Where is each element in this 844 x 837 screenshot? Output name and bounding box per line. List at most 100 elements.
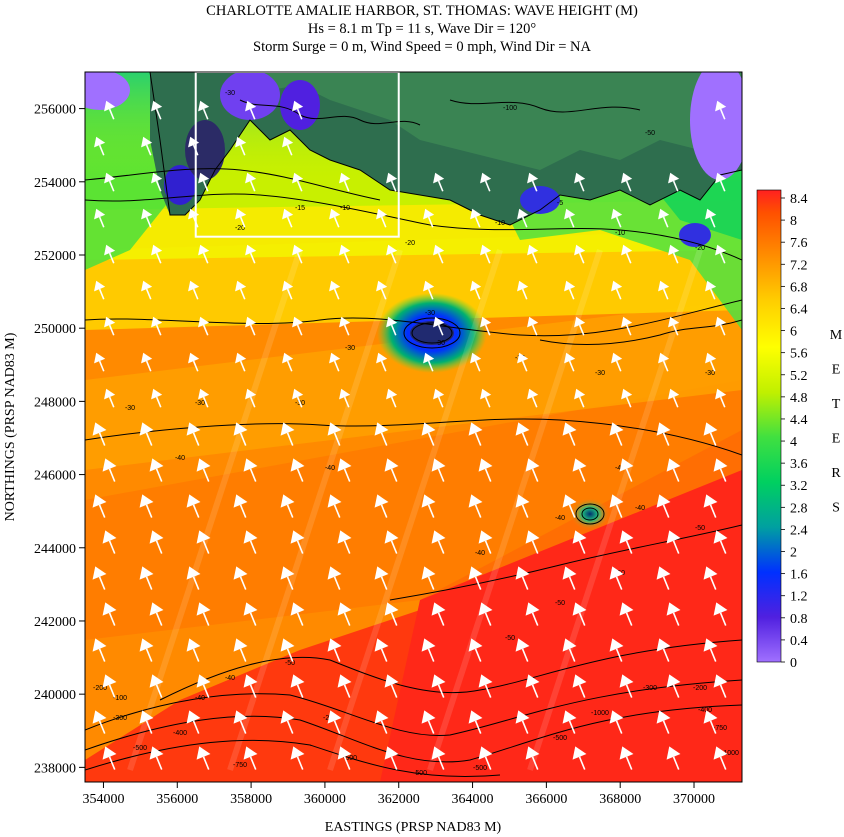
wave-arrow-shaft (672, 540, 680, 554)
wave-arrow (656, 638, 671, 662)
wave-arrow-shaft (249, 540, 257, 554)
wave-arrow (235, 352, 247, 372)
wave-arrow-head (290, 746, 305, 760)
colorbar-tick-label: 4.4 (790, 413, 808, 428)
wave-arrow-head (705, 208, 717, 220)
wave-arrow (658, 208, 670, 228)
wave-arrow (188, 352, 200, 372)
wave-arrow-head (658, 208, 670, 220)
wave-arrow-head (245, 316, 257, 328)
wave-arrow (102, 458, 117, 482)
wave-arrow (374, 494, 389, 518)
wave-arrow-shaft (202, 108, 209, 120)
wave-arrow-head (715, 316, 727, 328)
wave-arrow (703, 710, 718, 734)
wave-arrow-shaft (625, 252, 632, 264)
wave-arrow-head (104, 100, 116, 112)
wave-arrow (102, 530, 117, 554)
wave-arrow-head (292, 172, 304, 184)
wave-arrow (329, 352, 341, 372)
wave-arrow-shaft (343, 540, 351, 554)
wave-arrow (574, 316, 586, 336)
wave-arrow-shaft (343, 612, 351, 626)
wave-arrow (339, 316, 351, 336)
wave-arrow-shaft (719, 180, 726, 192)
wave-arrow (104, 316, 116, 336)
y-axis-label: NORTHINGS (PRSP NAD83 M) (3, 332, 18, 521)
wave-arrow-shaft (662, 432, 670, 446)
wave-arrow-head (243, 746, 258, 760)
wave-arrow-shaft (709, 288, 716, 300)
wave-arrow-shaft (474, 576, 482, 590)
wave-arrow-shaft (521, 360, 528, 372)
wave-arrow-shaft (427, 648, 435, 662)
wave-arrow-shaft (333, 432, 341, 446)
wave-arrow-shaft (568, 720, 576, 734)
wave-arrow-head (525, 458, 540, 472)
wave-arrow (233, 638, 248, 662)
wave-arrow-shaft (145, 504, 153, 518)
wave-arrow-shaft (390, 612, 398, 626)
wave-arrow (233, 710, 248, 734)
wave-arrow-head (609, 638, 624, 652)
wave-arrow-head (468, 494, 483, 508)
wave-arrow-shaft (145, 360, 152, 372)
wave-arrow (149, 530, 164, 554)
wave-arrow-head (339, 172, 351, 184)
wave-arrow (517, 208, 529, 228)
colorbar-tick-label: 1.2 (790, 590, 808, 605)
wave-arrow-shaft (343, 684, 351, 698)
wave-arrow-shaft (625, 180, 632, 192)
wave-arrow-head (196, 530, 211, 544)
wave-arrow-head (384, 674, 399, 688)
wave-arrow-shaft (662, 648, 670, 662)
wave-arrow (564, 208, 576, 228)
wave-arrow (290, 530, 305, 554)
wave-arrow-shaft (249, 684, 257, 698)
wave-arrow-head (515, 638, 530, 652)
wave-arrow-shaft (484, 324, 491, 336)
wave-arrow (337, 674, 352, 698)
wave-arrow-shaft (615, 648, 623, 662)
wave-arrow-head (715, 244, 727, 256)
wave-arrow (139, 566, 154, 590)
wave-arrow-head (703, 566, 718, 580)
wave-arrow-shaft (427, 720, 435, 734)
wave-arrow (198, 172, 210, 192)
wave-arrow-head (235, 208, 247, 220)
wave-arrow-shaft (296, 324, 303, 336)
wave-arrow (713, 674, 728, 698)
plot-frame (84, 71, 743, 783)
wave-arrow-shaft (286, 720, 294, 734)
unit-letter: E (832, 432, 841, 447)
wave-arrow-head (386, 172, 398, 184)
wave-arrow (468, 494, 483, 518)
wave-arrow-head (280, 494, 295, 508)
y-tick-label: 244000 (34, 542, 76, 557)
contour-label: -40 (555, 515, 565, 522)
wave-arrow (186, 638, 201, 662)
unit-letter: S (832, 501, 840, 516)
wave-arrow-shaft (98, 648, 106, 662)
wave-arrow-head (668, 172, 680, 184)
wave-arrow (517, 280, 529, 300)
contour-label: -50 (505, 635, 515, 642)
wave-arrow-shaft (672, 756, 680, 770)
wave-arrow-head (141, 208, 153, 220)
wave-arrow-shaft (615, 576, 623, 590)
wave-arrow-shaft (719, 684, 727, 698)
contour-label: -500 (343, 755, 357, 762)
contour-label: -40 (635, 505, 645, 512)
wave-arrow-head (376, 208, 388, 220)
wave-arrow-shaft (672, 252, 679, 264)
y-tick-label: 246000 (34, 469, 76, 484)
wave-arrow-shaft (390, 468, 398, 482)
wave-arrow-shaft (108, 396, 115, 408)
y-tick-label: 256000 (34, 103, 76, 118)
wave-arrow-head (715, 388, 727, 400)
wave-arrow-head (564, 208, 576, 220)
wave-arrow-shaft (155, 612, 163, 626)
wave-arrow-shaft (521, 504, 529, 518)
wave-arrow-head (611, 208, 623, 220)
wave-arrow-shaft (531, 396, 538, 408)
